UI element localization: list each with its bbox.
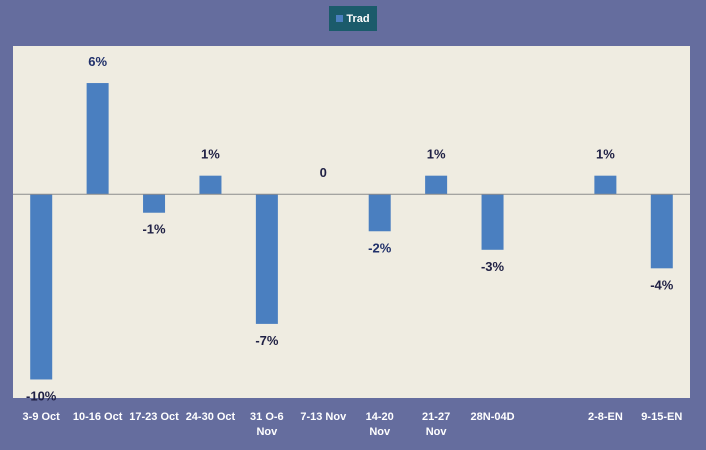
data-label-8: 1% bbox=[427, 147, 446, 162]
x-tick-label-3: 17-23 Oct bbox=[129, 411, 179, 423]
data-label-6: 0 bbox=[320, 165, 327, 180]
x-tick-label-1: 3-9 Oct bbox=[23, 411, 61, 423]
bar-9 bbox=[481, 194, 504, 250]
data-label-7: -2% bbox=[368, 240, 392, 255]
x-tick-label-11: 2-8-EN bbox=[588, 411, 623, 423]
x-tick-label-12: 9-15-EN bbox=[641, 411, 682, 423]
bar-5 bbox=[255, 194, 278, 324]
x-tick-label-4: 24-30 Oct bbox=[186, 411, 236, 423]
data-label-4: 1% bbox=[201, 147, 220, 162]
x-tick-label-5: 31 O-6 bbox=[250, 411, 284, 423]
data-label-9: -3% bbox=[481, 259, 505, 274]
legend: Trad bbox=[329, 6, 377, 31]
data-label-5: -7% bbox=[255, 333, 279, 348]
plot-area bbox=[13, 46, 690, 398]
data-label-3: -1% bbox=[142, 222, 166, 237]
x-tick-label-8-line2: Nov bbox=[426, 426, 448, 438]
bar-8 bbox=[425, 175, 448, 195]
legend-swatch-trad bbox=[336, 15, 344, 22]
bar-11 bbox=[594, 175, 617, 195]
data-label-2: 6% bbox=[88, 54, 107, 69]
bar-1 bbox=[30, 194, 53, 380]
x-tick-label-2: 10-16 Oct bbox=[73, 411, 123, 423]
bar-3 bbox=[143, 194, 166, 213]
x-tick-label-6: 7-13 Nov bbox=[300, 411, 347, 423]
x-tick-label-9: 28N-04D bbox=[471, 411, 515, 423]
data-label-11: 1% bbox=[596, 147, 615, 162]
bar-2 bbox=[86, 83, 109, 195]
data-label-1: -10% bbox=[26, 388, 57, 403]
data-label-12: -4% bbox=[650, 277, 674, 292]
x-tick-label-8: 21-27 bbox=[422, 411, 450, 423]
bar-7 bbox=[368, 194, 391, 232]
bar-12 bbox=[650, 194, 673, 269]
bar-4 bbox=[199, 175, 222, 195]
legend-label-trad: Trad bbox=[346, 12, 370, 25]
x-tick-label-5-line2: Nov bbox=[256, 426, 278, 438]
x-tick-label-7-line2: Nov bbox=[369, 426, 391, 438]
x-tick-label-7: 14-20 bbox=[366, 411, 394, 423]
